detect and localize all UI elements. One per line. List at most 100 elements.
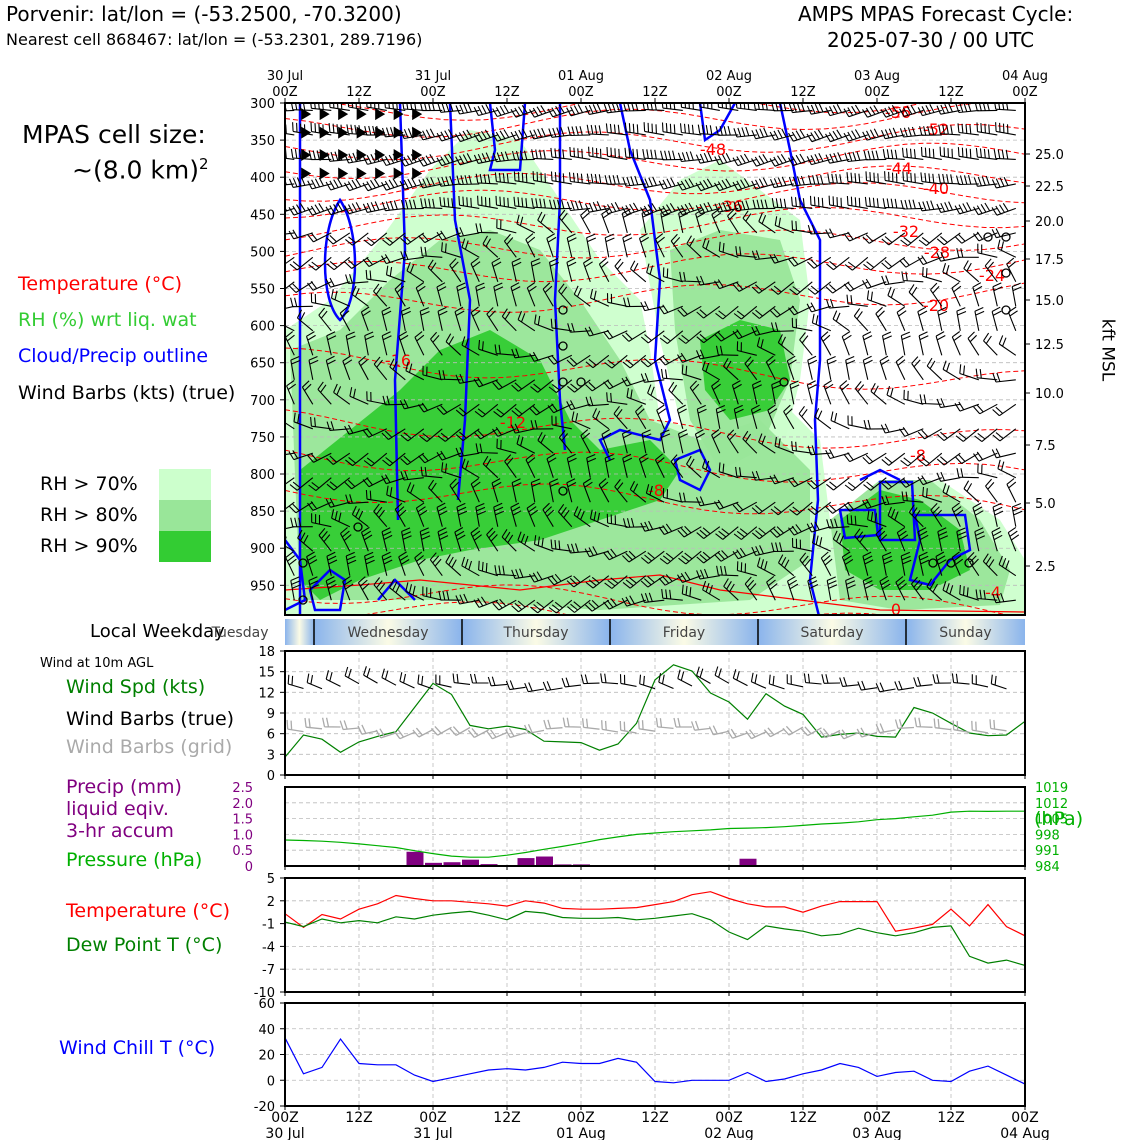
cell-size-label: MPAS cell size: (22, 120, 206, 149)
wind-barb (769, 474, 794, 485)
wind-barb (991, 448, 1016, 459)
wind-barb (525, 233, 536, 258)
pressure-ytick-label: 998 (1035, 828, 1060, 843)
wind-barb (696, 404, 707, 429)
wind-barb (750, 672, 767, 689)
wind-barb (900, 199, 924, 210)
wind-barb (640, 575, 665, 588)
wind-barb (715, 305, 739, 320)
wind-pennant (319, 108, 330, 121)
wind-barb (412, 727, 434, 738)
wind-barb (326, 331, 337, 356)
wind-barb (696, 330, 721, 344)
wind-barb (695, 496, 720, 507)
wind-barb (865, 171, 887, 185)
wind-barb (418, 128, 443, 141)
wind-barb (474, 403, 499, 418)
wind-barb (936, 471, 961, 482)
wind-barb (306, 673, 323, 690)
wind-barb (311, 513, 332, 528)
wind-barb (473, 129, 498, 143)
wind-barb (301, 380, 314, 405)
wind-barb (326, 551, 338, 576)
wind-barb (285, 501, 295, 510)
wind-barb (394, 282, 406, 307)
wind-barb (654, 453, 665, 478)
wind-barb (623, 103, 646, 112)
wind-barb (881, 256, 906, 270)
wind-barb (585, 575, 610, 589)
wind-barb (375, 728, 397, 739)
wind-barb (525, 453, 536, 478)
wind-barb (475, 443, 498, 454)
wind-barb (418, 154, 443, 167)
wind-barb (718, 241, 739, 258)
wind-barb (344, 256, 369, 269)
wind-barb (543, 719, 563, 730)
wind-barb (702, 238, 721, 258)
wind-barb (942, 581, 961, 601)
wind-barb (517, 310, 536, 332)
wind-barb (588, 146, 609, 160)
pressure-line (284, 810, 1025, 858)
wind-barb (516, 434, 536, 454)
wind-barb (418, 232, 443, 244)
wind-barb (418, 402, 443, 413)
hour-tick-label-bottom: 12Z (789, 1110, 816, 1126)
wind-barb (513, 171, 535, 185)
wind-barb (680, 103, 702, 111)
wind-barb (454, 306, 465, 331)
precip-bar (517, 858, 535, 866)
wind-barb (942, 263, 961, 283)
wind-barb (788, 477, 813, 488)
hour-tick-label-bottom: 00Z (271, 1110, 298, 1126)
wind-barb (886, 385, 906, 405)
wind-barb (800, 726, 822, 737)
wind-barb (420, 198, 443, 209)
wind-barb (882, 198, 905, 209)
wind-barb (550, 147, 572, 160)
cloud-outline (598, 103, 672, 461)
wind-barb (658, 523, 684, 536)
wind-barb (326, 232, 351, 245)
wind-barb (854, 381, 869, 405)
calm-circle (1001, 305, 1011, 315)
dewpoint-panel-label: Dew Point T (°C) (66, 934, 223, 956)
wind-barb (677, 429, 689, 454)
wind-barb (542, 681, 563, 692)
wind-barb (586, 233, 597, 258)
wind-barb (285, 256, 295, 265)
temperature-ytick-label: -1 (262, 918, 275, 933)
wind-barb (658, 304, 684, 315)
wind-barb (360, 306, 371, 331)
wind-barb (430, 725, 452, 736)
wind-barb (714, 201, 739, 213)
wind-barb (659, 550, 684, 565)
weekday-label: Wednesday (347, 625, 428, 641)
windchill-ytick-label: -20 (254, 1100, 275, 1115)
wind-barb (735, 246, 757, 258)
wind-barb (732, 669, 748, 687)
wind-barb (789, 380, 800, 405)
wind-barb (956, 468, 979, 479)
wind-barb (875, 682, 896, 693)
wind-barb (689, 380, 702, 405)
hour-tick-label-top: 00Z (716, 85, 742, 100)
wind-barb (806, 380, 817, 405)
rh-legend-90: RH > 90% (40, 535, 138, 557)
wind-barb (494, 172, 517, 185)
wind-barb (976, 122, 998, 136)
weekday-cell (314, 619, 462, 645)
precip-bar (462, 859, 479, 866)
date-tick-label-top: 04 Aug (1002, 69, 1048, 84)
wind-barb (846, 514, 868, 528)
wind-barb (622, 517, 646, 528)
wind-barb (415, 502, 428, 527)
cloud-outline (859, 468, 901, 482)
wind-barb (400, 452, 425, 466)
wind-barb (918, 232, 943, 247)
wind-barb (727, 209, 739, 234)
wind-barb (614, 258, 628, 283)
weekday-label: Tuesday (211, 625, 269, 641)
date-tick-label-top: 31 Jul (415, 69, 451, 84)
